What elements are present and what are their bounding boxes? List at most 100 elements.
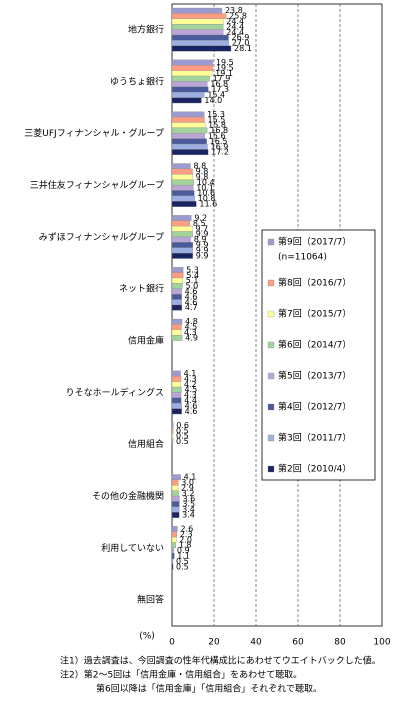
value-label: 16.8	[210, 126, 228, 135]
value-label: 5.1	[186, 276, 199, 285]
value-label: 4.6	[185, 298, 198, 307]
value-label: 0.5	[176, 437, 189, 446]
bar	[171, 190, 195, 197]
value-label: 8.8	[193, 162, 206, 171]
bar	[171, 75, 210, 82]
bar	[171, 288, 182, 295]
value-label: 4.8	[185, 317, 198, 326]
value-label: 3.0	[181, 478, 194, 487]
bar	[171, 542, 176, 549]
bar	[171, 201, 197, 207]
bar	[171, 242, 193, 248]
value-label: 2.3	[180, 530, 193, 539]
bar	[171, 127, 208, 134]
note: 注1）過去調査は、今回調査の性年代構成比にあわせてウエイトバックした値。	[60, 655, 381, 667]
y-tick-label: 三井住友フィナンシャルグループ	[30, 179, 164, 191]
value-label: 2.9	[181, 484, 194, 493]
value-label: 26.9	[231, 33, 249, 42]
value-label: 15.3	[207, 110, 225, 119]
value-label: 28.1	[234, 44, 252, 53]
value-label: 24.4	[226, 22, 244, 31]
bar	[171, 536, 177, 543]
value-label: 9.9	[196, 230, 209, 239]
bar	[171, 122, 206, 129]
bar	[171, 408, 182, 415]
bar	[171, 490, 179, 497]
value-label: 27.0	[232, 39, 250, 48]
bar	[171, 236, 191, 243]
bar	[171, 433, 174, 440]
legend-label: 第6回（2014/7）	[278, 339, 351, 351]
x-tick-label: 80	[334, 638, 346, 648]
value-label: 16.5	[210, 137, 228, 146]
value-label: 17.2	[211, 148, 229, 157]
bar	[171, 65, 214, 71]
value-label: 9.9	[196, 241, 209, 250]
bar	[171, 29, 224, 36]
value-label: 10.4	[197, 178, 215, 187]
bar	[171, 381, 181, 388]
legend-swatch	[267, 279, 275, 287]
bar	[171, 422, 174, 429]
value-label: 17.9	[213, 74, 231, 83]
bar	[171, 86, 209, 93]
value-label: 16.8	[210, 80, 228, 89]
bar	[171, 318, 183, 325]
y-tick-label: 無回答	[137, 594, 164, 606]
bar	[171, 558, 174, 565]
bar	[171, 168, 193, 175]
value-label: 19.5	[216, 63, 234, 72]
legend-label: 第3回（2011/7）	[278, 432, 351, 444]
value-label: 15.8	[208, 121, 226, 130]
bar	[171, 283, 183, 289]
value-label: 8.9	[194, 235, 207, 244]
y-tick-label: みずほフィナンシャルグループ	[39, 231, 164, 243]
value-label: 17.3	[211, 85, 229, 94]
bar	[171, 397, 182, 404]
value-label: 5.3	[186, 265, 199, 274]
value-label: 2.6	[180, 525, 193, 534]
value-label: 4.1	[184, 473, 197, 482]
bar	[171, 163, 191, 170]
legend-swatch	[267, 238, 275, 246]
bar	[171, 553, 175, 559]
value-label: 4.6	[185, 287, 198, 296]
value-label: 16.9	[210, 142, 228, 151]
bar	[171, 563, 174, 570]
value-label: 15.6	[208, 131, 226, 140]
y-tick-label: 三菱UFJフィナンシャル・グループ	[24, 127, 164, 139]
value-label: 3.4	[182, 511, 195, 520]
bar	[171, 506, 180, 513]
value-label: 3.4	[182, 505, 195, 514]
bar	[171, 526, 178, 532]
value-label: 2.0	[179, 535, 192, 544]
legend-swatch	[267, 372, 275, 380]
bar	[171, 149, 209, 156]
bar	[171, 34, 229, 41]
bar	[171, 174, 193, 180]
legend-swatch	[267, 341, 275, 349]
value-label: 19.5	[216, 58, 234, 67]
y-tick-label: 利用していない	[101, 542, 164, 554]
bar	[171, 18, 224, 25]
value-label: 4.5	[184, 323, 197, 332]
value-label: 0.6	[176, 421, 189, 430]
bar	[171, 501, 180, 508]
bar	[171, 370, 181, 377]
y-tick-label: 地方銀行	[128, 23, 164, 35]
x-tick-label: 40	[250, 638, 262, 648]
bar	[171, 92, 205, 98]
bar	[171, 512, 180, 518]
legend-swatch	[267, 465, 275, 473]
legend-label: 第5回（2013/7）	[278, 370, 351, 382]
note: 注2）第2～5回は「信用金庫・信用組合」をあわせて聴取。	[60, 669, 302, 681]
bar	[171, 474, 181, 481]
value-label: 24.4	[226, 28, 244, 37]
bar	[171, 272, 184, 279]
y-tick-label: 信用組合	[128, 438, 164, 450]
value-label: 15.5	[208, 115, 226, 124]
value-label: 0.5	[176, 426, 189, 435]
value-label: 9.8	[196, 167, 209, 176]
y-tick-label: ゆうちょ銀行	[110, 75, 164, 87]
